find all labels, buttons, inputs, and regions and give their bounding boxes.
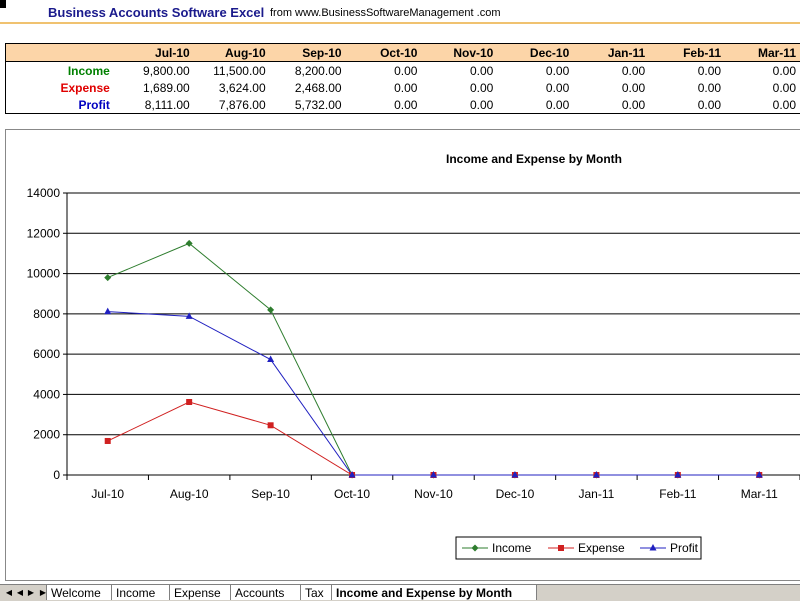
table-cell[interactable]: 7,876.00 [194, 96, 270, 114]
table-cell[interactable]: 0.00 [649, 96, 725, 114]
month-header: Dec-10 [497, 44, 573, 62]
data-point-income [104, 274, 111, 281]
table-cell[interactable]: 5,732.00 [270, 96, 346, 114]
y-tick-label: 14000 [27, 186, 61, 200]
table-cell[interactable]: 0.00 [725, 79, 800, 96]
row-label-profit: Profit [6, 96, 118, 114]
table-cell[interactable]: 0.00 [497, 62, 573, 80]
month-header: Sep-10 [270, 44, 346, 62]
table-cell[interactable]: 0.00 [573, 96, 649, 114]
table-cell[interactable]: 0.00 [346, 62, 422, 80]
row-label-income: Income [6, 62, 118, 80]
data-point-expense [105, 438, 111, 444]
y-tick-label: 6000 [33, 347, 60, 361]
y-tick-label: 10000 [27, 267, 61, 281]
corner-mark [0, 0, 6, 8]
data-point-expense [268, 422, 274, 428]
table-cell[interactable]: 0.00 [649, 79, 725, 96]
table-cell[interactable]: 8,111.00 [118, 96, 194, 114]
y-tick-label: 4000 [33, 387, 60, 401]
data-point-expense [186, 399, 192, 405]
sheet-tab-income-and-expense-by-month[interactable]: Income and Expense by Month [331, 585, 537, 600]
y-tick-label: 8000 [33, 307, 60, 321]
x-tick-label: Mar-11 [741, 487, 778, 501]
table-cell[interactable]: 0.00 [421, 96, 497, 114]
data-point-profit [186, 312, 193, 319]
month-header: Nov-10 [421, 44, 497, 62]
x-tick-label: Nov-10 [414, 487, 453, 501]
app-title: Business Accounts Software Excel [48, 5, 264, 20]
legend-marker-expense [558, 545, 564, 551]
table-cell[interactable]: 0.00 [649, 62, 725, 80]
table-corner-cell [6, 44, 118, 62]
x-tick-label: Jul-10 [91, 487, 124, 501]
table-cell[interactable]: 0.00 [346, 96, 422, 114]
table-cell[interactable]: 0.00 [497, 79, 573, 96]
table-cell[interactable]: 0.00 [573, 79, 649, 96]
line-chart: Income and Expense by Month 0 2000 4000 6000… [6, 130, 800, 580]
x-tick-label: Dec-10 [496, 487, 535, 501]
month-header: Jul-10 [118, 44, 194, 62]
month-header: Jan-11 [573, 44, 649, 62]
table-cell[interactable]: 0.00 [421, 62, 497, 80]
table-cell[interactable]: 0.00 [497, 96, 573, 114]
x-tick-label: Oct-10 [334, 487, 370, 501]
table-cell[interactable]: 0.00 [573, 62, 649, 80]
table-cell[interactable]: 2,468.00 [270, 79, 346, 96]
legend-label-profit: Profit [670, 541, 699, 555]
header-bar: Business Accounts Software Excel from ww… [0, 0, 800, 24]
y-tick-label: 12000 [27, 226, 61, 240]
table-cell[interactable]: 8,200.00 [270, 62, 346, 80]
sheet-tab-accounts[interactable]: Accounts [230, 585, 307, 600]
next-sheet-icon[interactable]: ▶ [25, 587, 37, 599]
legend-label-expense: Expense [578, 541, 625, 555]
table-cell[interactable]: 0.00 [421, 79, 497, 96]
month-header: Aug-10 [194, 44, 270, 62]
sheet-tab-expense[interactable]: Expense [169, 585, 237, 600]
table-cell[interactable]: 9,800.00 [118, 62, 194, 80]
x-tick-label: Feb-11 [659, 487, 696, 501]
sheet-tab-welcome[interactable]: Welcome [46, 585, 118, 600]
x-tick-label: Aug-10 [170, 487, 209, 501]
month-header: Feb-11 [649, 44, 725, 62]
chart-title: Income and Expense by Month [446, 152, 622, 166]
table-cell[interactable]: 1,689.00 [118, 79, 194, 96]
table-cell[interactable]: 11,500.00 [194, 62, 270, 80]
x-tick-label: Sep-10 [251, 487, 290, 501]
month-header: Oct-10 [346, 44, 422, 62]
table-cell[interactable]: 0.00 [725, 62, 800, 80]
data-point-profit [104, 308, 111, 315]
month-header: Mar-11 [725, 44, 800, 62]
series-line-profit [108, 312, 760, 475]
sheet-tab-income[interactable]: Income [111, 585, 176, 600]
series-line-income [108, 243, 760, 475]
table-cell[interactable]: 0.00 [725, 96, 800, 114]
y-tick-label: 0 [53, 468, 60, 482]
table-cell[interactable]: 3,624.00 [194, 79, 270, 96]
row-label-expense: Expense [6, 79, 118, 96]
y-tick-label: 2000 [33, 428, 60, 442]
x-tick-label: Jan-11 [578, 487, 614, 501]
table-cell[interactable]: 0.00 [346, 79, 422, 96]
app-subtitle: from www.BusinessSoftwareManagement .com [270, 7, 500, 19]
legend-label-income: Income [492, 541, 532, 555]
series-line-expense [108, 402, 760, 475]
chart-frame[interactable]: Income and Expense by Month 0 2000 4000 6000… [5, 129, 800, 581]
